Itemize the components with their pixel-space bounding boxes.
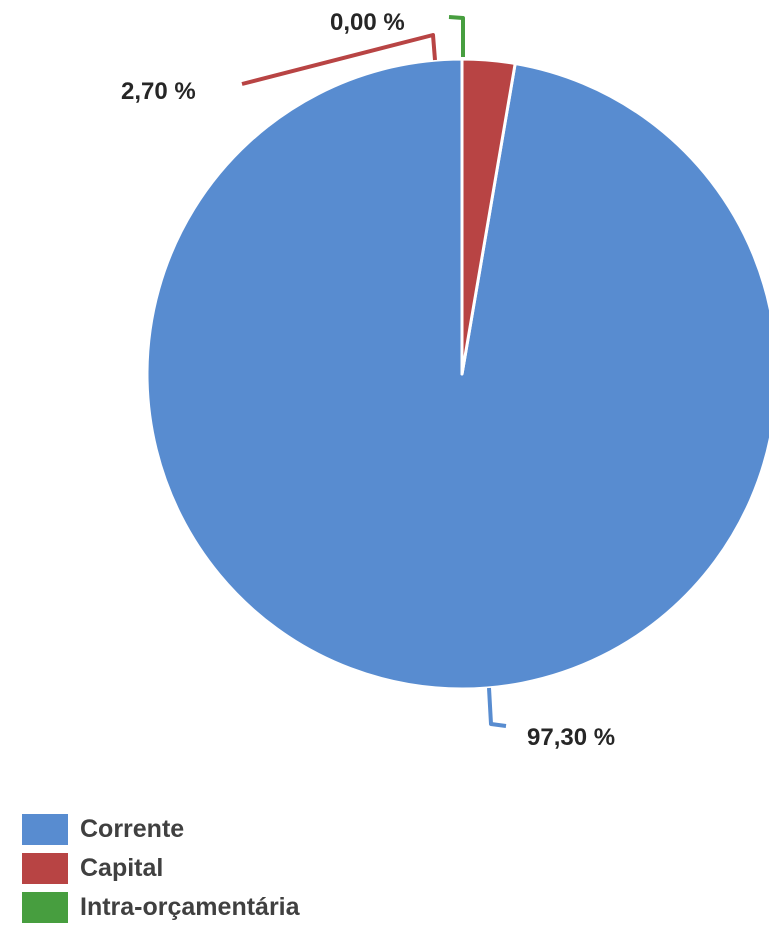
legend-label-capital: Capital — [80, 854, 164, 882]
data-label-intra-orcamentaria: 0,00 % — [330, 9, 405, 36]
legend: Corrente Capital Intra-orçamentária — [22, 810, 300, 927]
legend-swatch-intra-orcamentaria — [22, 892, 68, 923]
legend-swatch-corrente — [22, 814, 68, 845]
legend-label-corrente: Corrente — [80, 815, 185, 843]
leader-lines — [241, 15, 507, 728]
pie-slice-capital — [460, 57, 517, 376]
data-label-corrente: 97,30 % — [527, 724, 615, 751]
leader-line-capital — [241, 33, 437, 86]
data-label-capital: 2,70 % — [121, 78, 196, 105]
leader-line-corrente — [487, 687, 507, 728]
legend-item-capital: Capital — [22, 849, 300, 888]
legend-item-corrente: Corrente — [22, 810, 300, 849]
legend-label-intra-orcamentaria: Intra-orçamentária — [80, 893, 300, 921]
leader-line-intra-orcamentaria — [448, 15, 465, 57]
pie-slices — [145, 57, 769, 691]
legend-swatch-capital — [22, 853, 68, 884]
legend-item-intra-orcamentaria: Intra-orçamentária — [22, 888, 300, 927]
pie-slice-corrente — [145, 57, 769, 691]
data-labels: 97,30 % 2,70 % 0,00 % — [121, 9, 615, 751]
